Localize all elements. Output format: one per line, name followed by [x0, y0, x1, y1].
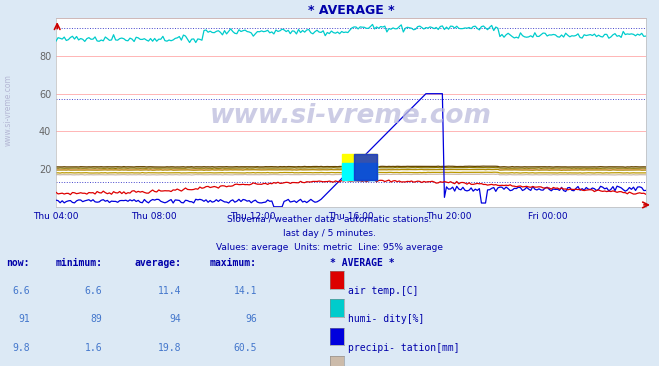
Bar	[342, 154, 378, 173]
Text: now:: now:	[6, 258, 30, 268]
Text: 9.8: 9.8	[12, 343, 30, 352]
Text: last day / 5 minutes.: last day / 5 minutes.	[283, 229, 376, 238]
Text: 1.6: 1.6	[84, 343, 102, 352]
Text: average:: average:	[134, 258, 181, 268]
Title: * AVERAGE *: * AVERAGE *	[308, 4, 394, 17]
Text: Slovenia / weather data - automatic stations.: Slovenia / weather data - automatic stat…	[227, 214, 432, 223]
Text: 14.1: 14.1	[233, 286, 257, 296]
Text: precipi- tation[mm]: precipi- tation[mm]	[348, 343, 459, 352]
Text: 6.6: 6.6	[12, 286, 30, 296]
Text: 96: 96	[245, 314, 257, 324]
Text: 6.6: 6.6	[84, 286, 102, 296]
Bar	[355, 154, 378, 180]
Text: 89: 89	[90, 314, 102, 324]
Bar	[342, 164, 378, 180]
Text: Values: average  Units: metric  Line: 95% average: Values: average Units: metric Line: 95% …	[216, 243, 443, 253]
Text: minimum:: minimum:	[55, 258, 102, 268]
Text: humi- dity[%]: humi- dity[%]	[348, 314, 424, 324]
Text: 11.4: 11.4	[158, 286, 181, 296]
Text: 94: 94	[169, 314, 181, 324]
Text: www.si-vreme.com: www.si-vreme.com	[210, 103, 492, 129]
Text: maximum:: maximum:	[210, 258, 257, 268]
Text: 91: 91	[18, 314, 30, 324]
Text: air temp.[C]: air temp.[C]	[348, 286, 418, 296]
Text: 60.5: 60.5	[233, 343, 257, 352]
Text: 19.8: 19.8	[158, 343, 181, 352]
Text: www.si-vreme.com: www.si-vreme.com	[3, 74, 13, 146]
Text: * AVERAGE *: * AVERAGE *	[330, 258, 395, 268]
